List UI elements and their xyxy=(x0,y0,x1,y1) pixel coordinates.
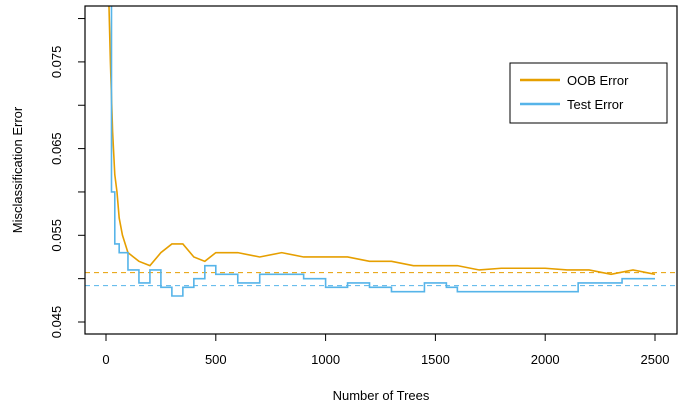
series-line-oob xyxy=(108,6,656,276)
y-tick-label: 0.055 xyxy=(49,219,64,252)
y-tick-label: 0.075 xyxy=(49,46,64,79)
x-tick-label: 2000 xyxy=(531,352,560,367)
legend: OOB Error Test Error xyxy=(509,62,668,124)
x-tick-label: 500 xyxy=(205,352,227,367)
legend-label-oob: OOB Error xyxy=(567,73,629,88)
y-tick-label: 0.065 xyxy=(49,132,64,165)
x-tick-label: 0 xyxy=(102,352,109,367)
series-line-test xyxy=(110,6,655,297)
legend-label-test: Test Error xyxy=(567,97,624,112)
legend-box xyxy=(509,62,668,124)
y-tick-label: 0.045 xyxy=(49,306,64,339)
x-tick-label: 1500 xyxy=(421,352,450,367)
x-tick-label: 1000 xyxy=(311,352,340,367)
x-tick-label: 2500 xyxy=(641,352,670,367)
plot-frame xyxy=(84,5,678,335)
y-axis-label: Misclassification Error xyxy=(10,106,25,233)
x-axis-label: Number of Trees xyxy=(333,388,430,403)
